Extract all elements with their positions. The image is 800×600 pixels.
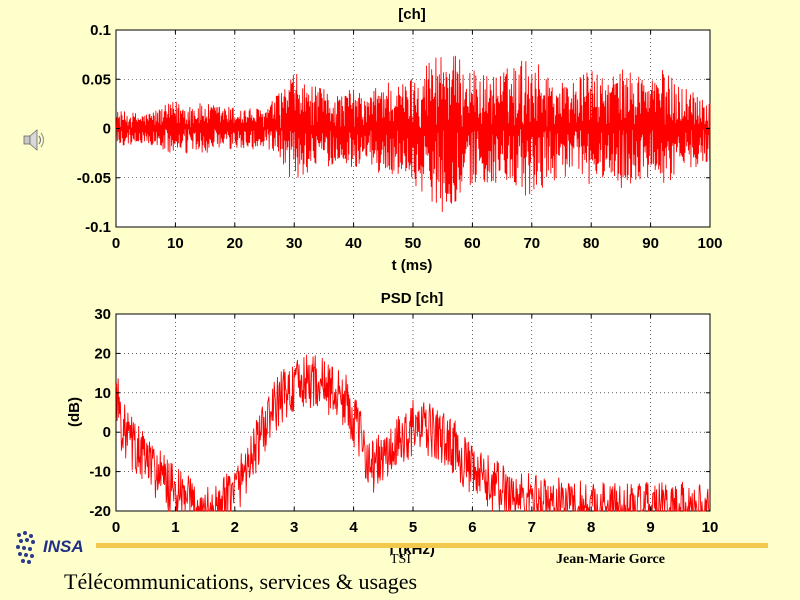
x-tick-label: 80 xyxy=(583,235,600,252)
psd-series xyxy=(115,354,711,512)
x-tick-label: 20 xyxy=(226,235,243,252)
footer-center-label: TSI xyxy=(390,552,411,567)
footer-author: Jean-Marie Gorce xyxy=(556,552,665,567)
logo-wordmark: INSA xyxy=(43,537,84,556)
x-tick-label: 60 xyxy=(464,235,481,252)
y-tick-label: -20 xyxy=(89,503,111,520)
psd-ticks: 0 1 2 3 4 5 6 7 8 9 10 -20 -10 0 10 20 30 xyxy=(89,306,718,536)
x-tick-label: 7 xyxy=(528,519,536,536)
y-tick-label: 0 xyxy=(103,424,111,441)
y-tick-label: 30 xyxy=(94,306,111,323)
x-tick-label: 9 xyxy=(646,519,654,536)
time-ticks: 0 10 20 30 40 50 60 70 80 90 100 -0.1 -0.05 0 0.05 0.1 xyxy=(77,22,723,252)
x-tick-label: 30 xyxy=(286,235,303,252)
x-tick-label: 0 xyxy=(112,519,120,536)
time-signal-chart: [ch] 0 10 20 30 40 50 60 70 80 90 100 -0.1 -0.05 0 0.0… xyxy=(77,6,723,274)
y-tick-label: 0 xyxy=(103,121,111,138)
insa-logo: INSA xyxy=(16,531,84,564)
x-tick-label: 4 xyxy=(349,519,358,536)
time-series xyxy=(115,55,711,212)
x-tick-label: 1 xyxy=(171,519,179,536)
x-tick-label: 10 xyxy=(167,235,184,252)
footer-divider xyxy=(96,543,768,548)
y-tick-label: -0.05 xyxy=(77,170,111,187)
y-tick-label: 10 xyxy=(94,385,111,402)
psd-line xyxy=(115,354,711,512)
time-xlabel: t (ms) xyxy=(392,257,433,274)
psd-grid xyxy=(116,314,710,511)
x-tick-label: 70 xyxy=(523,235,540,252)
x-tick-label: 50 xyxy=(405,235,422,252)
x-tick-label: 40 xyxy=(345,235,362,252)
x-tick-label: 5 xyxy=(409,519,417,536)
speaker-icon[interactable] xyxy=(22,127,46,153)
x-tick-label: 100 xyxy=(697,235,722,252)
y-tick-label: -10 xyxy=(89,464,111,481)
y-tick-label: 0.05 xyxy=(82,71,111,88)
x-tick-label: 0 xyxy=(112,235,120,252)
x-tick-label: 2 xyxy=(231,519,239,536)
y-tick-label: 20 xyxy=(94,345,111,362)
psd-ylabel: (dB) xyxy=(66,397,83,427)
x-tick-label: 8 xyxy=(587,519,595,536)
x-tick-label: 90 xyxy=(642,235,659,252)
time-chart-title: [ch] xyxy=(398,6,426,23)
footer-course-title: Télécommunications, services & usages xyxy=(64,569,418,594)
psd-chart-title: PSD [ch] xyxy=(381,290,444,307)
y-tick-label: 0.1 xyxy=(90,22,111,39)
time-signal-line xyxy=(115,55,711,212)
y-tick-label: -0.1 xyxy=(85,219,111,236)
x-tick-label: 3 xyxy=(290,519,298,536)
x-tick-label: 10 xyxy=(702,519,719,536)
x-tick-label: 6 xyxy=(468,519,476,536)
